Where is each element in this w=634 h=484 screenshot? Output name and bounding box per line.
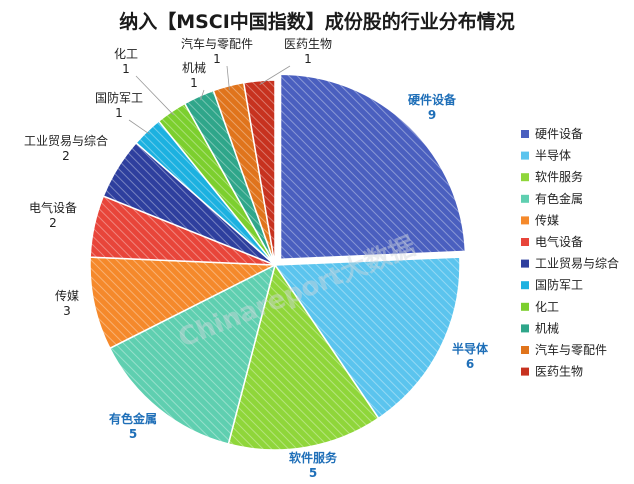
legend-label: 软件服务 <box>535 169 583 184</box>
slice-value-label: 3 <box>63 304 71 318</box>
pie-slice-texture-3 <box>228 265 379 450</box>
slice-category-label: 机械 <box>182 60 206 75</box>
slice-category-label: 软件服务 <box>289 450 338 465</box>
legend-swatch <box>521 302 529 311</box>
legend: 硬件设备半导体软件服务有色金属传媒电气设备工业贸易与综合国防军工化工机械汽车与零… <box>521 127 619 379</box>
slice-value-label: 1 <box>213 52 221 66</box>
legend-label: 化工 <box>535 300 559 314</box>
slice-value-label: 5 <box>309 466 317 480</box>
pie-slice-texture-4 <box>109 265 275 445</box>
legend-swatch <box>521 151 529 160</box>
slice-value-label: 6 <box>466 357 474 371</box>
slice-category-label: 电气设备 <box>29 200 77 215</box>
legend-swatch <box>521 324 529 333</box>
slice-category-label: 化工 <box>114 47 138 61</box>
legend-label: 医药生物 <box>535 365 583 379</box>
slice-category-label: 有色金属 <box>109 411 157 426</box>
legend-label: 硬件设备 <box>535 127 583 141</box>
legend-label: 半导体 <box>535 149 571 163</box>
leader-line <box>128 119 150 135</box>
legend-label: 电气设备 <box>535 234 583 249</box>
legend-label: 汽车与零配件 <box>535 342 607 357</box>
slice-category-label: 汽车与零配件 <box>181 36 253 51</box>
slice-category-label: 半导体 <box>452 341 489 356</box>
legend-label: 国防军工 <box>535 277 583 292</box>
legend-swatch <box>521 216 529 225</box>
legend-label: 工业贸易与综合 <box>535 256 619 271</box>
pie-slice-texture-2 <box>275 257 460 419</box>
pie-slice-texture-7 <box>103 142 275 265</box>
legend-swatch <box>521 259 529 268</box>
slice-category-label: 传媒 <box>55 288 79 303</box>
slice-value-label: 1 <box>115 106 123 120</box>
leader-line <box>259 65 291 85</box>
legend-swatch <box>521 281 529 290</box>
legend-label: 机械 <box>535 320 559 335</box>
pie-slice-texture-12 <box>243 80 275 265</box>
pie-slice-texture-1 <box>280 74 466 260</box>
slice-category-label: 硬件设备 <box>408 92 457 107</box>
legend-swatch <box>521 173 529 182</box>
slice-value-label: 1 <box>190 76 198 90</box>
pie-slice-texture-8 <box>136 121 275 265</box>
legend-swatch <box>521 194 529 203</box>
slice-value-label: 5 <box>129 427 137 441</box>
slice-value-label: 2 <box>62 149 70 163</box>
pie-slices <box>89 73 467 451</box>
slice-category-label: 医药生物 <box>284 37 332 51</box>
legend-swatch <box>521 346 529 354</box>
legend-label: 有色金属 <box>535 191 583 206</box>
legend-swatch <box>521 238 529 246</box>
slice-value-label: 9 <box>428 108 436 122</box>
pie-slice-texture-10 <box>184 90 275 265</box>
slice-category-label: 国防军工 <box>95 90 143 105</box>
legend-swatch <box>521 130 529 138</box>
slice-value-label: 1 <box>304 52 312 66</box>
pie-slice-texture-9 <box>158 103 275 265</box>
pie-slice-texture-6 <box>90 196 276 265</box>
slice-value-label: 2 <box>49 216 57 230</box>
legend-swatch <box>521 367 529 376</box>
pie-slice-texture-11 <box>213 82 275 265</box>
leader-line <box>135 75 174 116</box>
legend-label: 传媒 <box>535 212 559 227</box>
leader-line <box>226 65 230 90</box>
leader-line <box>200 89 205 101</box>
slice-value-label: 1 <box>122 62 130 76</box>
pie-slice-texture-5 <box>90 257 275 349</box>
pie-labels: 硬件设备9半导体6软件服务5有色金属5传媒3电气设备2工业贸易与综合2国防军工1… <box>24 36 489 480</box>
chart-title: 纳入【MSCI中国指数】成份股的行业分布情况 <box>119 10 515 33</box>
slice-category-label: 工业贸易与综合 <box>24 133 108 148</box>
